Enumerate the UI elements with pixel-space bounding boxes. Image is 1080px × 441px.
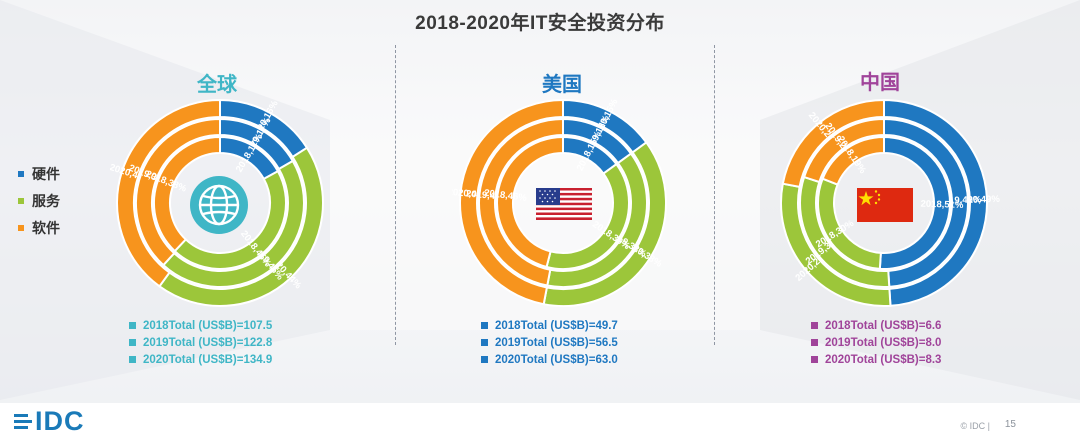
page-number: 15	[1004, 419, 1016, 430]
total-row: 2018Total (US$B)=107.5	[129, 317, 272, 334]
total-swatch	[481, 322, 488, 329]
idc-logo: IDC	[14, 406, 85, 437]
donut-chart-global: 2020,16%2020,44%2020,40%2019,17%2019,46%…	[110, 98, 324, 307]
legend-label: 软件	[32, 219, 60, 236]
total-row: 2020Total (US$B)=8.3	[811, 351, 941, 368]
total-text: 2019Total (US$B)=8.0	[825, 336, 942, 349]
total-swatch	[129, 339, 136, 346]
donut-segment-2020-software	[116, 98, 221, 288]
total-swatch	[481, 356, 488, 363]
donut-segment-2019-software	[135, 117, 221, 267]
legend-item-services: 服务	[18, 187, 60, 214]
region-divider	[714, 45, 715, 345]
total-text: 2020Total (US$B)=8.3	[825, 353, 942, 366]
region-divider	[395, 45, 396, 345]
copyright-text: © IDC |	[960, 421, 990, 431]
total-text: 2018Total (US$B)=6.6	[825, 319, 942, 332]
donut-segment-2019-software	[802, 117, 885, 184]
globe-icon	[190, 176, 248, 234]
donut-data-label: 2018,51%	[920, 199, 964, 211]
legend-swatch	[18, 224, 24, 231]
total-text: 2019Total (US$B)=56.5	[495, 336, 618, 349]
legend-label: 硬件	[32, 165, 60, 182]
total-text: 2018Total (US$B)=107.5	[143, 319, 273, 332]
legend-label: 服务	[32, 192, 60, 209]
donut-segment-2020-software	[459, 98, 564, 306]
donut-segment-2019-software	[478, 117, 564, 287]
total-swatch	[129, 356, 136, 363]
total-swatch	[811, 356, 818, 363]
total-row: 2019Total (US$B)=56.5	[481, 334, 618, 351]
total-row: 2020Total (US$B)=63.0	[481, 351, 618, 368]
total-row: 2018Total (US$B)=49.7	[481, 317, 618, 334]
donut-data-label: 2018,46%	[484, 188, 528, 204]
totals-global: 2018Total (US$B)=107.5 2019Total (US$B)=…	[129, 317, 272, 368]
china-flag-icon	[857, 188, 913, 222]
totals-us: 2018Total (US$B)=49.7 2019Total (US$B)=5…	[481, 317, 618, 368]
total-row: 2019Total (US$B)=122.8	[129, 334, 272, 351]
legend-item-hardware: 硬件	[18, 160, 60, 187]
total-swatch	[481, 339, 488, 346]
total-row: 2019Total (US$B)=8.0	[811, 334, 941, 351]
donut-chart-us: 2020,15%2020,38%2020,47%2019,15%2019,38%…	[452, 97, 667, 307]
footer: IDC © IDC | 15	[0, 403, 1080, 441]
region-title-china: 中国	[860, 72, 900, 94]
donut-segment-2020-software	[781, 98, 885, 189]
total-row: 2020Total (US$B)=134.9	[129, 351, 272, 368]
total-text: 2020Total (US$B)=134.9	[143, 353, 273, 366]
legend-item-software: 软件	[18, 214, 60, 241]
logo-mark	[14, 413, 32, 431]
totals-china: 2018Total (US$B)=6.6 2019Total (US$B)=8.…	[811, 317, 941, 368]
total-swatch	[811, 322, 818, 329]
region-title-us: 美国	[542, 74, 582, 96]
total-text: 2020Total (US$B)=63.0	[495, 353, 618, 366]
total-row: 2018Total (US$B)=6.6	[811, 317, 941, 334]
donut-chart-china: 2020,49%2020,29%2020,22%2019,49%2019,31%…	[780, 98, 1001, 307]
legend-swatch	[18, 170, 24, 177]
us-flag-icon	[536, 188, 592, 220]
logo-text: IDC	[35, 406, 85, 436]
page-title: 2018-2020年IT安全投资分布	[415, 13, 665, 34]
total-text: 2019Total (US$B)=122.8	[143, 336, 273, 349]
total-swatch	[129, 322, 136, 329]
chart-legend: 硬件 服务 软件	[18, 160, 60, 241]
donut-segment-2018-software	[821, 135, 885, 186]
total-swatch	[811, 339, 818, 346]
total-text: 2018Total (US$B)=49.7	[495, 319, 618, 332]
legend-swatch	[18, 197, 24, 204]
donut-segment-2018-software	[496, 135, 564, 269]
region-title-global: 全球	[197, 74, 237, 96]
donut-segment-2018-software	[153, 135, 221, 253]
